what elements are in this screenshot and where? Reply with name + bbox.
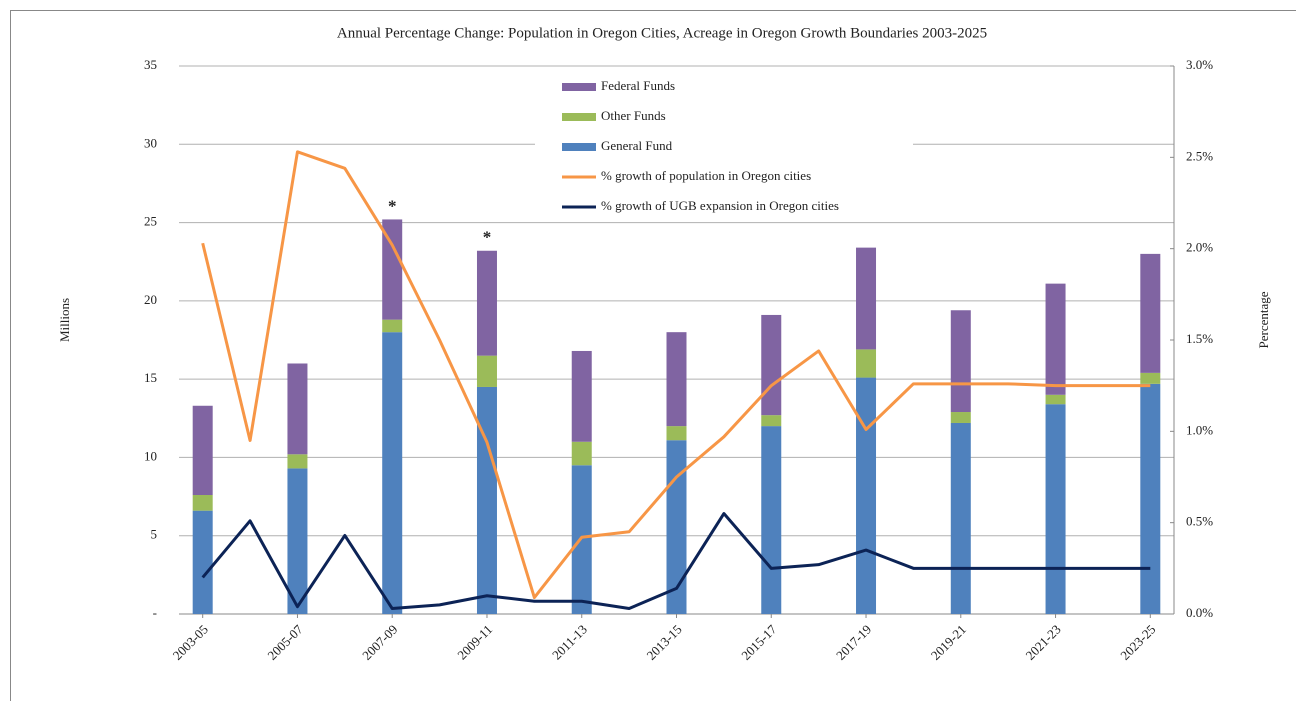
bar-segment — [950, 412, 971, 423]
legend-label: Federal Funds — [601, 78, 675, 93]
bar-segment — [856, 349, 877, 378]
y2-tick-label: 3.0% — [1186, 57, 1213, 72]
bar-segment — [1140, 372, 1161, 384]
annotation: * — [483, 228, 492, 247]
bar-segment — [950, 422, 971, 614]
y-tick-label: 25 — [144, 214, 157, 229]
y2-tick-label: 0.5% — [1186, 514, 1213, 529]
bar-segment — [476, 386, 497, 614]
x-tick-label: 2013-15 — [643, 622, 684, 663]
bar-segment — [761, 426, 782, 614]
bar-segment — [761, 314, 782, 416]
bar-segment — [382, 219, 403, 320]
x-tick-label: 2005-07 — [264, 621, 306, 663]
frame — [10, 10, 1296, 701]
y-tick-label: 10 — [144, 448, 157, 463]
y-tick-label: 20 — [144, 292, 157, 307]
y2-tick-label: 0.0% — [1186, 605, 1213, 620]
bar-segment — [950, 310, 971, 413]
chart-title: Annual Percentage Change: Population in … — [337, 25, 987, 41]
y-tick-label: 5 — [151, 527, 158, 542]
legend-label: General Fund — [601, 138, 673, 153]
bar-segment — [1045, 404, 1066, 614]
bar-segment — [287, 454, 308, 469]
bar-segment — [476, 250, 497, 356]
bar-segment — [856, 377, 877, 614]
x-tick-label: 2007-09 — [359, 622, 400, 663]
y2-tick-label: 2.0% — [1186, 240, 1213, 255]
x-tick-label: 2019-21 — [928, 622, 969, 663]
y2-tick-label: 1.5% — [1186, 331, 1213, 346]
bar-segment — [476, 355, 497, 387]
y2-axis-label: Percentage — [1256, 291, 1271, 348]
bar-segment — [287, 468, 308, 614]
y-tick-label: - — [153, 605, 157, 620]
x-tick-label: 2021-23 — [1023, 622, 1064, 663]
y2-tick-label: 1.0% — [1186, 422, 1213, 437]
y-tick-label: 30 — [144, 135, 157, 150]
bar-segment — [1045, 394, 1066, 405]
legend-label: % growth of population in Oregon cities — [601, 168, 811, 183]
bar-segment — [192, 510, 213, 614]
bar-segment — [571, 350, 592, 442]
legend-label: % growth of UGB expansion in Oregon citi… — [601, 198, 839, 213]
x-tick-label: 2009-11 — [454, 622, 495, 663]
annotation: * — [388, 196, 397, 215]
bar-segment — [192, 495, 213, 511]
bar-segment — [382, 332, 403, 614]
line-series — [201, 150, 1151, 600]
x-tick-label: 2023-25 — [1117, 622, 1158, 663]
line-series — [201, 512, 1151, 611]
legend-label: Other Funds — [601, 108, 666, 123]
bar-segment — [761, 415, 782, 427]
x-tick-label: 2017-19 — [833, 622, 874, 663]
legend-swatch — [562, 143, 596, 151]
bar-segment — [571, 441, 592, 466]
legend-swatch — [562, 113, 596, 121]
bar-segment — [1045, 283, 1066, 395]
legend-box — [535, 70, 913, 222]
bar-segment — [666, 332, 687, 427]
bar-segment — [666, 426, 687, 441]
bar-segment — [382, 319, 403, 333]
bar-segment — [287, 363, 308, 455]
bar-segment — [1140, 253, 1161, 373]
bar-segment — [192, 405, 213, 496]
bar-segment — [856, 247, 877, 350]
y-axis-label: Millions — [57, 298, 72, 342]
y-tick-label: 35 — [144, 57, 157, 72]
x-tick-label: 2003-05 — [170, 622, 211, 663]
y-tick-label: 15 — [144, 370, 157, 385]
bar-segment — [1140, 383, 1161, 614]
legend-swatch — [562, 83, 596, 91]
x-tick-label: 2011-13 — [549, 622, 590, 663]
y2-tick-label: 2.5% — [1186, 148, 1213, 163]
x-tick-label: 2015-17 — [738, 621, 780, 663]
